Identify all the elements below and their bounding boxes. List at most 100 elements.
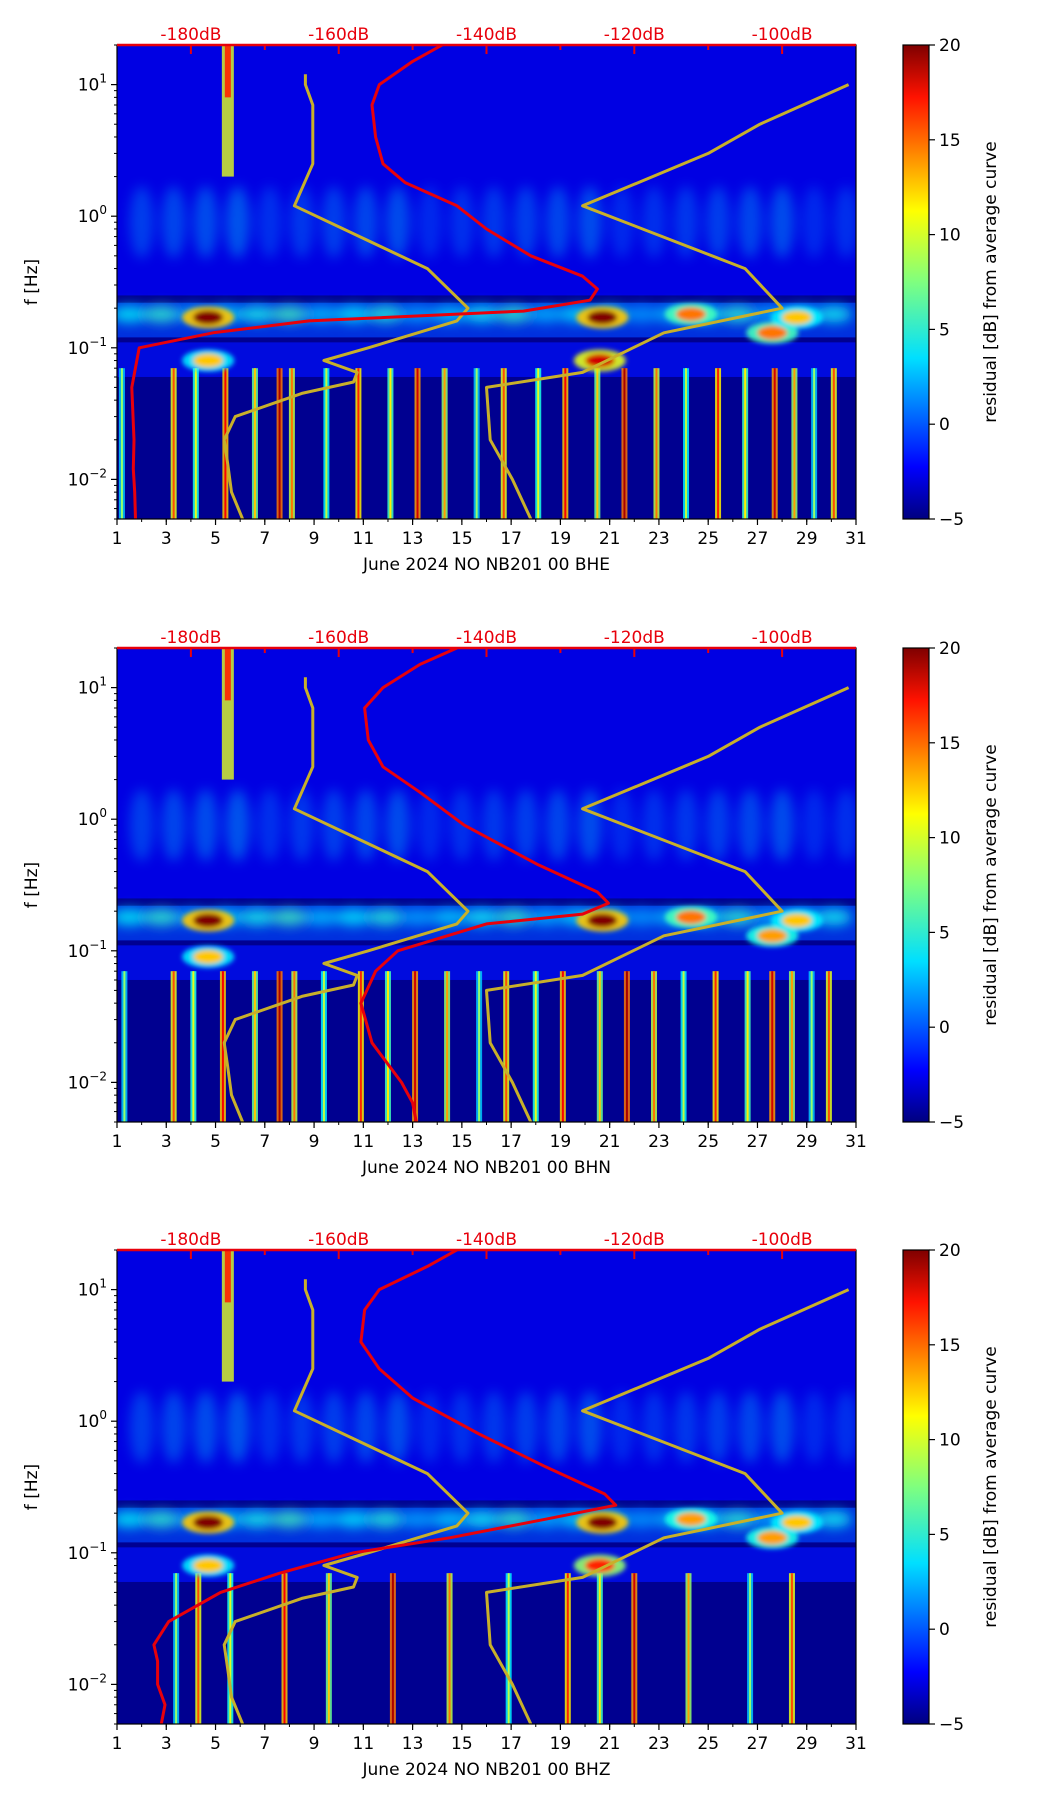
x-tick-label: 3	[161, 1132, 172, 1152]
colorbar-tick-label: 0	[939, 1018, 950, 1038]
x-tick-label: 19	[550, 1734, 572, 1754]
event-stripe-core	[192, 971, 195, 1122]
event-stripe-core	[598, 1573, 601, 1724]
colorbar-tick-label: 10	[939, 226, 961, 246]
heatmap-blob	[802, 186, 827, 259]
colorbar-tick-label: −5	[939, 1113, 964, 1133]
heatmap-blob	[225, 186, 250, 259]
heatmap-blob	[545, 789, 570, 862]
heatmap-blob	[385, 186, 410, 259]
colorbar-tick-label: 5	[939, 923, 950, 943]
nhnm-curve	[485, 83, 850, 519]
event-stripe-core	[283, 1573, 286, 1724]
x-axis: 1 3 5 7 9 11 13 15 17 19 21 23 25 27 29 31	[112, 1724, 867, 1754]
heatmap-blob	[271, 909, 308, 926]
heatmap-blob	[239, 306, 276, 323]
hotspot	[781, 1515, 812, 1530]
event-stripe-core	[810, 971, 813, 1122]
heatmap-blob	[129, 789, 154, 862]
event-stripe-core	[537, 368, 540, 519]
y-tick-label: 100	[78, 1408, 107, 1432]
heatmap-blob	[367, 909, 404, 926]
x-axis: 1 3 5 7 9 11 13 15 17 19 21 23 25 27 29 31	[112, 519, 867, 549]
event-stripe-core	[327, 1573, 330, 1724]
heatmap-blob	[321, 789, 346, 862]
event-stripe-core	[229, 1573, 232, 1724]
heatmap-blob	[367, 306, 404, 323]
hotspots	[182, 906, 823, 968]
hotspot	[193, 1558, 224, 1573]
x-tick-label: 5	[210, 1132, 221, 1152]
event-stripe-core	[653, 971, 656, 1122]
heatmap-blob	[289, 789, 314, 862]
x-tick-label: 9	[309, 1132, 320, 1152]
y-tick-label: 10−1	[68, 1540, 107, 1564]
heatmap-blob	[303, 909, 340, 926]
heatmap-blob	[335, 1511, 372, 1528]
x-tick-label: 27	[747, 1734, 769, 1754]
event-stripe-core	[172, 368, 175, 519]
y-tick-label: 101	[78, 72, 107, 96]
y-axis: 101 100 10−1 10−2	[68, 647, 117, 1123]
psd-curve	[152, 1250, 618, 1724]
heatmap-blob	[770, 1391, 795, 1464]
x-tick-label: 25	[697, 1734, 719, 1754]
db-scale-label: -100dB	[752, 1230, 813, 1250]
db-scale-label: -120dB	[604, 628, 665, 648]
x-tick-label: 13	[402, 1734, 424, 1754]
spectrogram-heatmap	[117, 648, 856, 1122]
colorbar-tick-label: 10	[939, 829, 961, 849]
y-axis-label: f [Hz]	[22, 1464, 42, 1510]
colorbar-tick-label: 10	[939, 1431, 961, 1451]
event-stripe-core	[253, 971, 256, 1122]
event-stripe-core	[293, 971, 296, 1122]
panel-bhz: -180dB -160dB -140dB -120dB -100dB 1 3 5 7 9 11 13…	[22, 1230, 1001, 1780]
event-stripe-core	[475, 368, 478, 519]
colorbar-tick-label: −5	[939, 1715, 964, 1735]
x-tick-label: 31	[845, 529, 867, 549]
heatmap-blob	[449, 1391, 474, 1464]
event-stripe-core	[386, 971, 389, 1122]
heatmap-blob	[417, 789, 442, 862]
event-stripe-core	[357, 368, 360, 519]
colorbar-tick-label: 20	[939, 639, 961, 659]
heatmap-blob	[815, 306, 852, 323]
hotspots	[182, 1508, 823, 1577]
heatmap-blob	[770, 186, 795, 259]
heatmap-blob	[738, 789, 763, 862]
heatmap-blob	[289, 1391, 314, 1464]
heatmap-blob	[399, 306, 436, 323]
heatmap-blob	[161, 186, 186, 259]
x-tick-label: 31	[845, 1132, 867, 1152]
heatmap-blob	[770, 789, 795, 862]
heatmap-blob	[545, 1391, 570, 1464]
x-tick-label: 9	[309, 529, 320, 549]
heatmap-blob	[642, 789, 667, 862]
event-stripe-core	[598, 971, 601, 1122]
heatmap-blob	[623, 909, 660, 926]
event-stripe-core	[771, 971, 774, 1122]
hotspot	[675, 1512, 706, 1527]
x-tick-label: 15	[451, 1734, 473, 1754]
x-tick-label: 21	[599, 1734, 621, 1754]
event-stripes	[121, 971, 832, 1122]
heatmap-blob	[257, 186, 282, 259]
db-scale-label: -120dB	[604, 1230, 665, 1250]
event-stripe-core	[687, 1573, 690, 1724]
event-stripe-core	[790, 1573, 793, 1724]
event-stripe-core	[443, 368, 446, 519]
event-stripe-core	[685, 368, 688, 519]
secondary-band	[117, 342, 856, 377]
hotspot	[587, 913, 618, 928]
event-stripe-core	[123, 971, 126, 1122]
db-scale-label: -180dB	[160, 628, 221, 648]
y-axis-label: f [Hz]	[22, 259, 42, 305]
event-stripe-core	[120, 368, 123, 519]
x-axis-label: June 2024 NO NB201 00 BHE	[362, 555, 610, 575]
heatmap-blob	[117, 306, 148, 323]
x-tick-label: 19	[550, 1132, 572, 1152]
colorbar-gradient	[902, 647, 930, 1123]
x-tick-label: 3	[161, 1734, 172, 1754]
x-tick-label: 7	[259, 529, 270, 549]
